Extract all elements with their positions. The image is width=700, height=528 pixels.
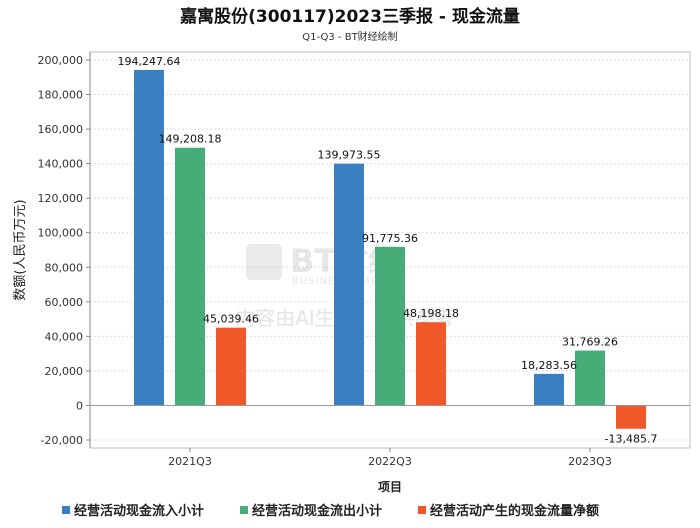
x-tick-label: 2023Q3 <box>568 455 612 468</box>
y-tick-label: 200,000 <box>38 54 84 67</box>
y-tick-label: 180,000 <box>38 89 84 102</box>
y-axis-title: 数额(人民币万元) <box>13 199 28 300</box>
bar <box>375 246 405 406</box>
x-axis-title: 项目 <box>378 480 402 494</box>
watermark-logo-icon <box>246 244 282 280</box>
y-tick-label: -20,000 <box>41 434 83 447</box>
y-tick-label: 160,000 <box>38 123 84 136</box>
bar <box>334 163 364 406</box>
legend-swatch <box>62 506 70 514</box>
chart-title: 嘉寓股份(300117)2023三季报 - 现金流量 <box>179 6 520 27</box>
data-label: 18,283.56 <box>521 359 577 372</box>
legend-item: 经营活动现金流入小计 <box>62 503 204 519</box>
legend-swatch <box>418 506 426 514</box>
data-label: 45,039.46 <box>203 313 259 326</box>
bar <box>534 373 564 406</box>
bar <box>416 322 446 406</box>
data-label: 48,198.18 <box>403 307 459 320</box>
data-label: 31,769.26 <box>562 336 618 349</box>
bar <box>216 327 246 406</box>
data-labels: 194,247.64 149,208.18 45,039.46 139,973.55 9… <box>118 55 658 446</box>
bar <box>575 350 605 406</box>
data-label: 91,775.36 <box>362 232 418 245</box>
bar <box>175 147 205 406</box>
legend-item: 经营活动产生的现金流量净额 <box>418 503 599 519</box>
chart-subtitle: Q1-Q3 - BT财经绘制 <box>302 30 397 43</box>
y-tick-label: 0 <box>76 399 83 412</box>
bar <box>616 405 646 429</box>
y-tick-label: 40,000 <box>45 330 84 343</box>
data-label: 194,247.64 <box>118 55 181 68</box>
x-axis: 2021Q3 2022Q3 2023Q3 <box>90 404 690 468</box>
legend-label: 经营活动产生的现金流量净额 <box>430 503 599 519</box>
bar <box>134 69 164 406</box>
y-tick-label: 60,000 <box>45 296 84 309</box>
data-label: -13,485.7 <box>605 433 658 446</box>
legend-item: 经营活动现金流出小计 <box>240 503 382 519</box>
y-tick-label: 140,000 <box>38 158 84 171</box>
y-tick-label: 80,000 <box>45 261 84 274</box>
bars <box>134 69 646 429</box>
legend-swatch <box>240 506 248 514</box>
data-label: 139,973.55 <box>318 149 381 162</box>
y-tick-label: 100,000 <box>38 227 84 240</box>
legend-label: 经营活动现金流出小计 <box>252 503 382 519</box>
data-label: 149,208.18 <box>159 133 222 146</box>
y-tick-label: 20,000 <box>45 365 84 378</box>
legend: 经营活动现金流入小计 经营活动现金流出小计 经营活动产生的现金流量净额 <box>62 503 599 519</box>
y-axis: -20,000 0 20,000 40,000 60,000 80,000 100,000 1… <box>38 52 91 448</box>
x-tick-label: 2021Q3 <box>168 455 212 468</box>
legend-label: 经营活动现金流入小计 <box>74 503 204 519</box>
y-tick-label: 120,000 <box>38 192 84 205</box>
x-tick-label: 2022Q3 <box>368 455 412 468</box>
